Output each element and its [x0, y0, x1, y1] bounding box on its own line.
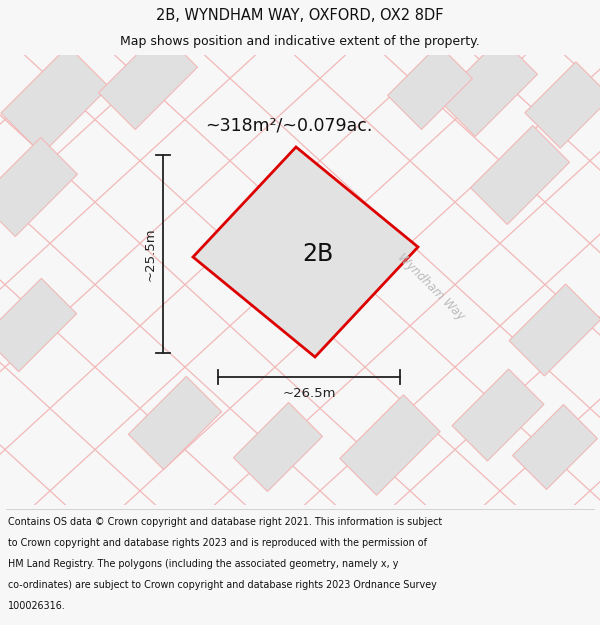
- Text: 2B: 2B: [302, 242, 333, 266]
- Polygon shape: [525, 62, 600, 148]
- Text: HM Land Registry. The polygons (including the associated geometry, namely x, y: HM Land Registry. The polygons (includin…: [8, 559, 398, 569]
- Text: 100026316.: 100026316.: [8, 601, 65, 611]
- Text: 2B, WYNDHAM WAY, OXFORD, OX2 8DF: 2B, WYNDHAM WAY, OXFORD, OX2 8DF: [156, 8, 444, 23]
- Polygon shape: [452, 369, 544, 461]
- Polygon shape: [388, 44, 472, 129]
- Polygon shape: [193, 147, 418, 357]
- Text: co-ordinates) are subject to Crown copyright and database rights 2023 Ordnance S: co-ordinates) are subject to Crown copyr…: [8, 580, 437, 590]
- Polygon shape: [0, 138, 77, 236]
- Text: to Crown copyright and database rights 2023 and is reproduced with the permissio: to Crown copyright and database rights 2…: [8, 538, 427, 548]
- Polygon shape: [98, 31, 197, 129]
- Text: Wyndham Way: Wyndham Way: [395, 251, 467, 323]
- Polygon shape: [470, 126, 569, 224]
- Polygon shape: [340, 395, 440, 495]
- Text: ~318m²/~0.079ac.: ~318m²/~0.079ac.: [205, 117, 373, 135]
- Polygon shape: [509, 284, 600, 376]
- Text: Map shows position and indicative extent of the property.: Map shows position and indicative extent…: [120, 35, 480, 48]
- Text: ~25.5m: ~25.5m: [144, 227, 157, 281]
- Polygon shape: [128, 376, 221, 469]
- Polygon shape: [0, 278, 77, 372]
- Polygon shape: [512, 404, 598, 489]
- Polygon shape: [233, 402, 323, 491]
- Text: ~26.5m: ~26.5m: [282, 387, 336, 400]
- Polygon shape: [1, 46, 109, 154]
- Text: Contains OS data © Crown copyright and database right 2021. This information is : Contains OS data © Crown copyright and d…: [8, 517, 442, 527]
- Polygon shape: [439, 38, 538, 136]
